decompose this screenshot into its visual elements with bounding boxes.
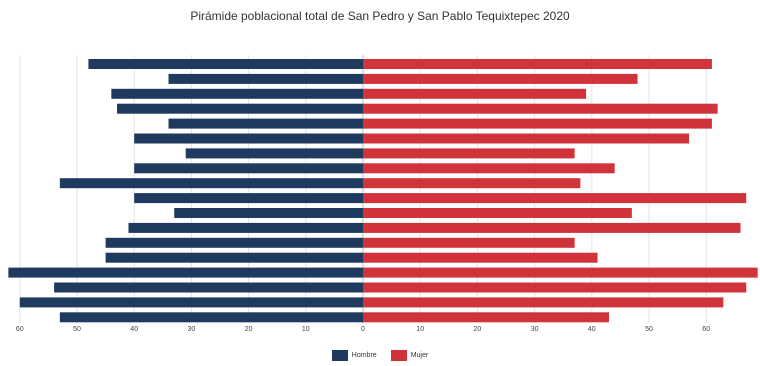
x-tick-label: 20 [245, 326, 253, 333]
legend: Hombre Mujer [0, 348, 760, 362]
x-tick-label: 20 [474, 326, 482, 333]
bar-hombre[interactable] [168, 73, 363, 84]
bar-mujer[interactable] [363, 297, 724, 308]
x-tick-label: 60 [16, 326, 24, 333]
bar-mujer[interactable] [363, 148, 575, 159]
bar-hombre[interactable] [117, 103, 363, 114]
bar-hombre[interactable] [134, 133, 363, 144]
bar-mujer[interactable] [363, 252, 598, 263]
bar-mujer[interactable] [363, 59, 712, 69]
bar-hombre[interactable] [134, 163, 363, 174]
x-tick-label: 30 [531, 326, 539, 333]
bar-hombre[interactable] [8, 267, 364, 278]
legend-swatch-hombre [331, 349, 348, 361]
bar-hombre[interactable] [185, 148, 363, 159]
chart-title: Pirámide poblacional total de San Pedro … [190, 9, 570, 23]
grid-lines [19, 55, 707, 323]
bar-mujer[interactable] [363, 282, 747, 293]
bar-mujer[interactable] [363, 193, 747, 204]
bar-hombre[interactable] [111, 88, 363, 99]
bar-hombre[interactable] [134, 193, 363, 204]
bar-mujer[interactable] [363, 73, 638, 84]
x-tick-label: 10 [302, 326, 310, 333]
bar-mujer[interactable] [363, 88, 587, 99]
x-tick-label: 0 [361, 326, 365, 333]
x-tick-labels: 60504030201001020304050607 [16, 326, 710, 333]
x-tick-label: 40 [588, 326, 596, 333]
x-tick-label: 30 [188, 326, 196, 333]
bar-mujer[interactable] [363, 163, 615, 174]
x-tick-label: 60 [702, 326, 710, 333]
bar-mujer[interactable] [363, 208, 632, 218]
bar-mujer[interactable] [363, 222, 741, 233]
legend-swatch-mujer [390, 349, 407, 361]
bars [8, 59, 758, 323]
x-tick-label: 10 [416, 326, 424, 333]
bar-hombre[interactable] [59, 312, 364, 323]
legend-label-hombre: Hombre [351, 351, 377, 359]
bar-mujer[interactable] [363, 118, 712, 129]
legend-label-mujer: Mujer [410, 351, 429, 359]
x-tick-label: 50 [645, 326, 653, 333]
bar-hombre[interactable] [19, 297, 364, 308]
bar-hombre[interactable] [88, 59, 363, 69]
bar-mujer[interactable] [363, 133, 690, 144]
bar-mujer[interactable] [363, 103, 718, 114]
bar-mujer[interactable] [363, 178, 581, 189]
bar-hombre[interactable] [105, 237, 363, 248]
bar-hombre[interactable] [128, 222, 363, 233]
bar-mujer[interactable] [363, 237, 575, 248]
bar-hombre[interactable] [59, 178, 364, 189]
x-tick-label: 50 [73, 326, 81, 333]
x-tick-label: 40 [130, 326, 138, 333]
bar-hombre[interactable] [174, 208, 363, 218]
bar-hombre[interactable] [168, 118, 363, 129]
bar-hombre[interactable] [105, 252, 363, 263]
bar-mujer[interactable] [363, 267, 758, 278]
bar-mujer[interactable] [363, 312, 609, 323]
legend-item-hombre[interactable]: Hombre [331, 349, 377, 361]
bar-hombre[interactable] [54, 282, 364, 293]
legend-item-mujer[interactable]: Mujer [390, 349, 429, 361]
